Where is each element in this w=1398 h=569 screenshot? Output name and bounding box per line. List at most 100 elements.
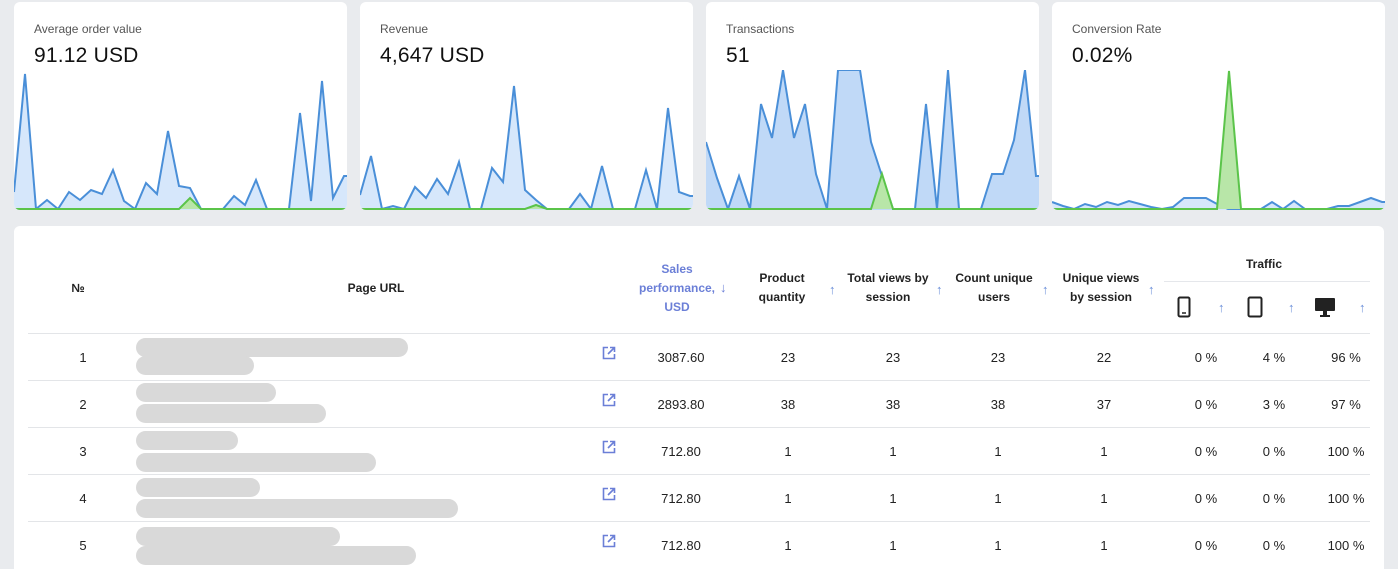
- sales-value: 712.80: [661, 444, 701, 459]
- kpi-sparkline: [360, 85, 693, 210]
- kpi-value: 91.12 USD: [34, 44, 139, 67]
- external-link-icon[interactable]: [602, 346, 616, 360]
- row-number: 3: [79, 444, 87, 459]
- page-url-redacted[interactable]: [136, 338, 408, 357]
- page-url-redacted[interactable]: [136, 383, 276, 402]
- col-header-number: №: [71, 281, 85, 295]
- sort-asc-icon[interactable]: ↑: [1042, 282, 1049, 297]
- product-quantity-value: 23: [780, 350, 796, 365]
- kpi-sparkline: [1052, 70, 1385, 210]
- product-quantity-value: 1: [784, 538, 792, 553]
- col-header-product-quantity[interactable]: Product quantity: [758, 271, 806, 304]
- external-link-icon[interactable]: [602, 440, 616, 454]
- traffic-tablet: 0 %: [1262, 491, 1286, 506]
- unique-users-value: 23: [990, 350, 1006, 365]
- table-row: 3 712.80 1 1 1 1 0 % 0 % 100 %: [28, 427, 1370, 474]
- col-header-sales-performance[interactable]: Sales performance, USD: [638, 262, 716, 314]
- traffic-mobile: 0 %: [1194, 397, 1218, 412]
- sort-asc-icon[interactable]: ↑: [936, 282, 943, 297]
- page-url-redacted[interactable]: [136, 356, 254, 375]
- unique-users-value: 1: [994, 538, 1002, 553]
- sales-value: 2893.80: [657, 397, 705, 412]
- traffic-mobile: 0 %: [1194, 538, 1218, 553]
- table-row: 5 712.80 1 1 1 1 0 % 0 % 100 %: [28, 521, 1370, 568]
- row-number: 2: [79, 397, 87, 412]
- col-header-unique-users[interactable]: Count unique users: [955, 271, 1033, 304]
- row-number: 5: [79, 538, 87, 553]
- traffic-mobile: 0 %: [1194, 491, 1218, 506]
- traffic-divider: [1164, 281, 1370, 282]
- sort-asc-icon[interactable]: ↑: [1359, 300, 1366, 315]
- product-quantity-value: 38: [780, 397, 796, 412]
- pages-table: № Page URL Sales performance, USD ↓ Prod…: [14, 226, 1384, 569]
- sort-desc-icon[interactable]: ↓: [720, 280, 727, 295]
- sort-asc-icon[interactable]: ↑: [1288, 300, 1295, 315]
- sort-asc-icon[interactable]: ↑: [1218, 300, 1225, 315]
- table-row: 4 712.80 1 1 1 1 0 % 0 % 100 %: [28, 474, 1370, 521]
- page-url-redacted[interactable]: [136, 404, 326, 423]
- kpi-card-transactions: Transactions 51: [706, 2, 1039, 210]
- tablet-icon: [1247, 296, 1263, 318]
- row-number: 1: [79, 350, 87, 365]
- kpi-sparkline: [706, 70, 1039, 210]
- kpi-value: 51: [726, 44, 750, 67]
- traffic-desktop: 100 %: [1327, 444, 1365, 459]
- kpi-card-average-order-value: Average order value 91.12 USD: [14, 2, 347, 210]
- unique-users-value: 1: [994, 491, 1002, 506]
- traffic-tablet: 3 %: [1262, 397, 1286, 412]
- col-header-traffic: Traffic: [1245, 257, 1282, 271]
- traffic-tablet: 0 %: [1262, 538, 1286, 553]
- traffic-desktop: 100 %: [1327, 538, 1365, 553]
- total-views-value: 38: [885, 397, 901, 412]
- external-link-icon[interactable]: [602, 534, 616, 548]
- traffic-desktop: 97 %: [1331, 397, 1361, 412]
- col-header-total-views[interactable]: Total views by session: [847, 271, 929, 304]
- total-views-value: 1: [889, 444, 897, 459]
- table-row: 1 3087.60 23 23 23 22 0 % 4 % 96 %: [28, 333, 1370, 380]
- page-url-redacted[interactable]: [136, 431, 238, 450]
- sales-value: 3087.60: [657, 350, 705, 365]
- total-views-value: 1: [889, 538, 897, 553]
- sort-asc-icon[interactable]: ↑: [829, 282, 836, 297]
- row-number: 4: [79, 491, 87, 506]
- unique-views-value: 1: [1100, 538, 1108, 553]
- table-row: 2 2893.80 38 38 38 37 0 % 3 % 97 %: [28, 380, 1370, 427]
- kpi-sparkline: [14, 73, 347, 210]
- traffic-mobile: 0 %: [1194, 444, 1218, 459]
- kpi-label: Conversion Rate: [1072, 22, 1162, 36]
- kpi-label: Average order value: [34, 22, 142, 36]
- traffic-tablet: 0 %: [1262, 444, 1286, 459]
- total-views-value: 1: [889, 491, 897, 506]
- unique-users-value: 1: [994, 444, 1002, 459]
- page-url-redacted[interactable]: [136, 546, 416, 565]
- kpi-value: 4,647 USD: [380, 44, 485, 67]
- desktop-icon: [1315, 298, 1335, 317]
- mobile-icon: [1177, 296, 1191, 318]
- sort-asc-icon[interactable]: ↑: [1148, 282, 1155, 297]
- sales-value: 712.80: [661, 538, 701, 553]
- traffic-desktop: 96 %: [1331, 350, 1361, 365]
- unique-users-value: 38: [990, 397, 1006, 412]
- traffic-tablet: 4 %: [1262, 350, 1286, 365]
- page-url-redacted[interactable]: [136, 478, 260, 497]
- kpi-label: Transactions: [726, 22, 795, 36]
- kpi-card-revenue: Revenue 4,647 USD: [360, 2, 693, 210]
- external-link-icon[interactable]: [602, 487, 616, 501]
- sales-value: 712.80: [661, 491, 701, 506]
- traffic-desktop: 100 %: [1327, 491, 1365, 506]
- page-url-redacted[interactable]: [136, 453, 376, 472]
- unique-views-value: 1: [1100, 491, 1108, 506]
- col-header-unique-views[interactable]: Unique views by session: [1062, 271, 1140, 304]
- col-header-page-url: Page URL: [347, 281, 405, 295]
- unique-views-value: 37: [1096, 397, 1112, 412]
- product-quantity-value: 1: [784, 491, 792, 506]
- page-url-redacted[interactable]: [136, 527, 340, 546]
- traffic-mobile: 0 %: [1194, 350, 1218, 365]
- kpi-label: Revenue: [380, 22, 429, 36]
- kpi-value: 0.02%: [1072, 44, 1133, 67]
- kpi-card-conversion-rate: Conversion Rate 0.02%: [1052, 2, 1385, 210]
- unique-views-value: 1: [1100, 444, 1108, 459]
- external-link-icon[interactable]: [602, 393, 616, 407]
- product-quantity-value: 1: [784, 444, 792, 459]
- page-url-redacted[interactable]: [136, 499, 458, 518]
